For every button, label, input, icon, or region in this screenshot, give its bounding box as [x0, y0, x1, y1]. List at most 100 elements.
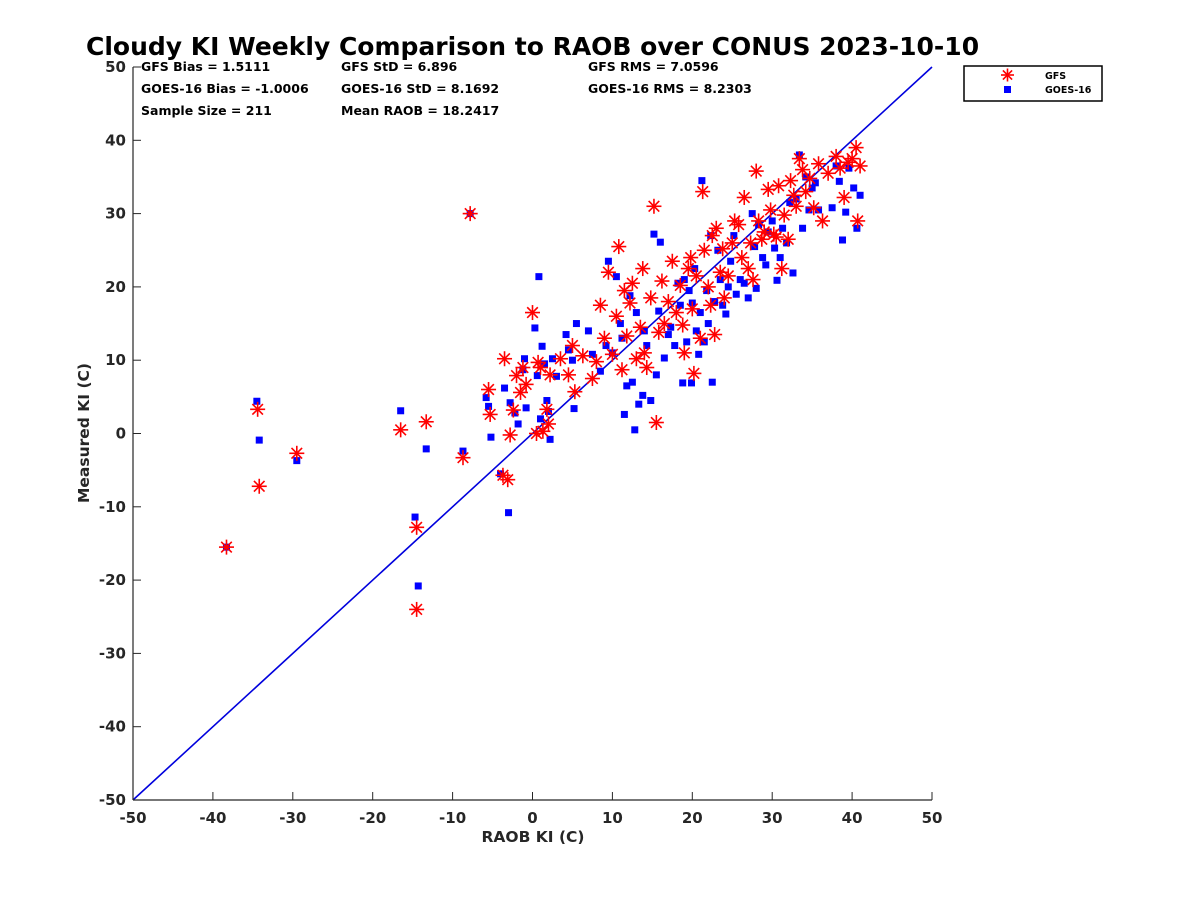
- goes16-point: [422, 445, 430, 453]
- legend-goes-label: GOES-16: [1045, 85, 1092, 96]
- gfs-point: [731, 217, 747, 233]
- gfs-point: [592, 297, 608, 313]
- goes16-point: [680, 276, 688, 284]
- gfs-point: [588, 354, 604, 370]
- goes16-point: [531, 324, 539, 332]
- goes16-point: [835, 177, 843, 185]
- x-tick-label: -50: [119, 809, 146, 827]
- goes16-point: [692, 327, 700, 335]
- goes16-point: [655, 307, 663, 315]
- gfs-point: [575, 348, 591, 364]
- goes16-point: [514, 420, 522, 428]
- gfs-point: [828, 148, 844, 164]
- goes16-point: [618, 334, 626, 342]
- goes16-point: [562, 331, 570, 339]
- goes16-point: [505, 509, 513, 517]
- gfs-point: [584, 371, 600, 387]
- goes16-point: [779, 224, 787, 232]
- goes16-point: [671, 342, 679, 350]
- goes16-point: [708, 378, 716, 386]
- goes16-point: [724, 283, 732, 291]
- gfs-point: [743, 235, 759, 251]
- goes16-point: [414, 582, 422, 590]
- gfs-point: [540, 416, 556, 432]
- gfs-point: [751, 213, 767, 229]
- stat-gfs-std: GFS StD = 6.896: [341, 59, 458, 74]
- y-axis-label: Measured KI (C): [75, 363, 93, 503]
- gfs-point: [218, 539, 234, 555]
- y-tick-label: -10: [99, 498, 126, 516]
- goes16-point: [543, 397, 551, 405]
- stat-goes-rms: GOES-16 RMS = 8.2303: [588, 81, 752, 96]
- gfs-point: [806, 200, 822, 216]
- gfs-point: [481, 382, 497, 398]
- gfs-point: [664, 253, 680, 269]
- goes16-point: [397, 407, 405, 415]
- legend-goes-square-marker: [1004, 86, 1011, 93]
- goes16-point: [698, 177, 706, 185]
- gfs-point: [418, 414, 434, 430]
- gfs-point: [250, 401, 266, 417]
- x-tick-label: -10: [439, 809, 466, 827]
- gfs-point: [502, 427, 518, 443]
- gfs-point: [780, 231, 796, 247]
- goes16-point: [548, 355, 556, 363]
- goes16-point: [482, 394, 490, 402]
- gfs-point: [635, 261, 651, 277]
- gfs-point: [651, 324, 667, 340]
- chart-title: Cloudy KI Weekly Comparison to RAOB over…: [86, 32, 979, 61]
- y-tick-label: -30: [99, 644, 126, 662]
- goes16-point: [703, 287, 711, 295]
- goes16-point: [719, 301, 727, 309]
- gfs-point: [734, 250, 750, 266]
- gfs-point: [564, 338, 580, 354]
- goes16-point: [773, 276, 781, 284]
- gfs-point: [683, 250, 699, 266]
- gfs-point: [643, 290, 659, 306]
- gfs-point: [628, 351, 644, 367]
- goes16-point: [652, 371, 660, 379]
- gfs-point: [703, 297, 719, 313]
- gfs-point: [409, 601, 425, 617]
- goes16-point: [604, 257, 612, 265]
- goes16-point: [679, 379, 687, 387]
- x-tick-label: 50: [922, 809, 943, 827]
- goes16-point: [811, 179, 819, 187]
- gfs-point: [515, 360, 531, 376]
- goes16-point: [799, 224, 807, 232]
- goes16-point: [628, 378, 636, 386]
- stats-block: GFS Bias = 1.5111 GFS StD = 6.896 GFS RM…: [141, 59, 752, 118]
- goes16-point: [623, 382, 631, 390]
- goes16-point: [762, 261, 770, 269]
- x-axis-label: RAOB KI (C): [481, 828, 584, 846]
- gfs-point: [760, 181, 776, 197]
- gfs-point: [611, 239, 627, 255]
- goes16-point: [759, 254, 767, 262]
- gfs-point: [791, 151, 807, 167]
- goes16-point: [656, 238, 664, 246]
- gfs-point: [289, 445, 305, 461]
- goes16-point: [253, 397, 261, 405]
- goes16-point: [588, 350, 596, 358]
- gfs-point: [497, 351, 513, 367]
- gfs-point: [715, 241, 731, 257]
- gfs-point: [552, 351, 568, 367]
- goes16-point: [602, 342, 610, 350]
- goes16-point: [620, 410, 628, 418]
- goes16-point: [730, 232, 738, 240]
- gfs-point: [632, 319, 648, 335]
- goes16-point: [506, 399, 514, 407]
- gfs-point: [774, 261, 790, 277]
- gfs-point: [622, 295, 638, 311]
- y-tick-label: -40: [99, 718, 126, 736]
- goes16-point: [685, 287, 693, 295]
- y-tick-label: 40: [105, 131, 126, 149]
- gfs-point: [518, 376, 534, 392]
- gfs-point: [686, 365, 702, 381]
- goes16-point: [631, 426, 639, 434]
- goes16-point: [805, 206, 813, 214]
- gfs-point: [596, 330, 612, 346]
- gfs-point: [815, 213, 831, 229]
- legend: GFS GOES-16: [963, 65, 1103, 102]
- goes16-point: [616, 320, 624, 328]
